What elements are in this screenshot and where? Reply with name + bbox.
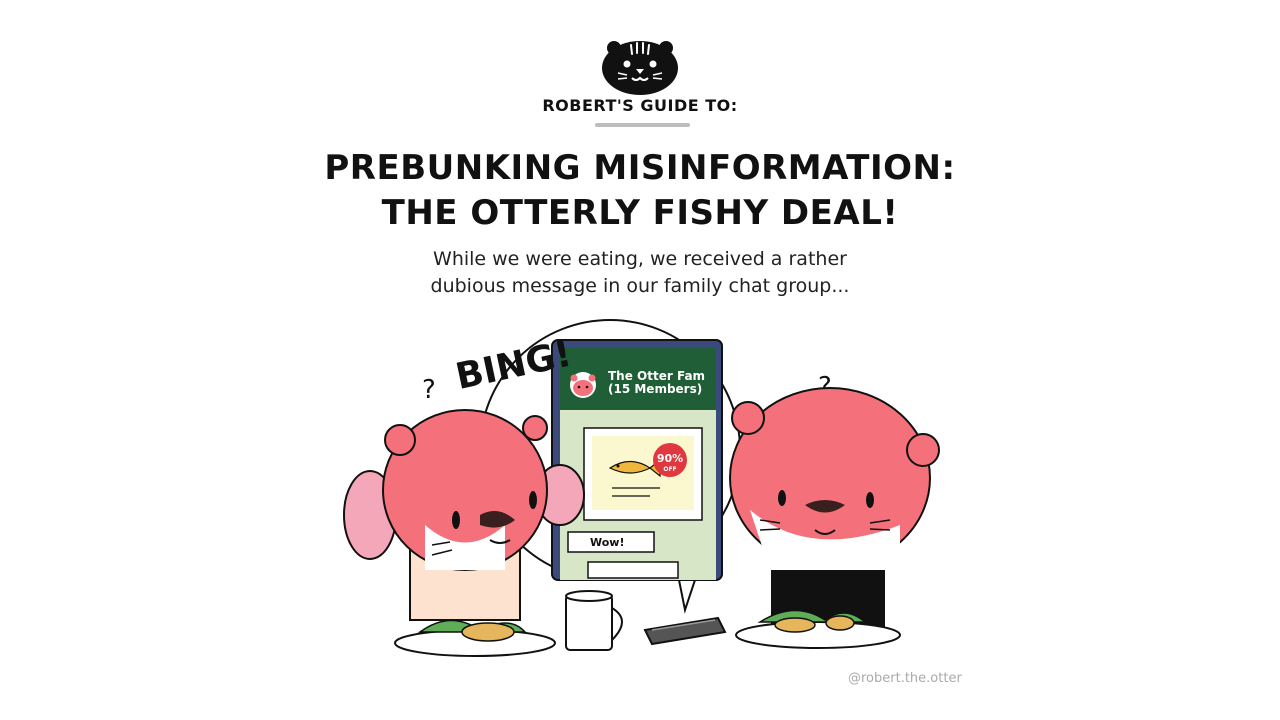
reply-bubble: Wow! <box>567 531 655 553</box>
otters-eating-illustration: The Otter Fam (15 Members) 90% OFF Wow! <box>343 319 940 657</box>
subtitle-line-1: While we were eating, we received a rath… <box>433 248 847 270</box>
question-mark-left: ? <box>422 375 436 405</box>
phone-on-table-icon <box>643 616 727 646</box>
phone-screen: The Otter Fam (15 Members) 90% OFF Wow! <box>551 339 723 581</box>
left-plate <box>394 619 556 657</box>
subtitle-line-2: dubious message in our family chat group… <box>430 275 850 297</box>
chat-member-count: (15 Members) <box>608 382 702 396</box>
reply-text: Wow! <box>590 536 624 549</box>
discount-badge: 90% OFF <box>653 443 687 477</box>
discount-value: 90% <box>657 452 683 465</box>
credit-handle: @robert.the.otter <box>848 671 962 686</box>
fish-deal-message: 90% OFF <box>583 427 703 521</box>
guide-underline <box>595 123 690 127</box>
page-title-line-1: PREBUNKING MISINFORMATION: <box>324 148 956 188</box>
guide-label: ROBERT'S GUIDE TO: <box>542 96 738 115</box>
right-otter <box>729 387 940 631</box>
right-plate <box>735 609 901 649</box>
discount-suffix: OFF <box>663 466 676 473</box>
chat-group-name: The Otter Fam <box>608 369 705 383</box>
page-title-line-2: THE OTTERLY FISHY DEAL! <box>381 193 899 233</box>
otter-logo-icon <box>602 41 678 95</box>
mug-icon <box>565 590 623 651</box>
left-otter <box>343 409 585 621</box>
otter-avatar-icon <box>570 372 596 398</box>
